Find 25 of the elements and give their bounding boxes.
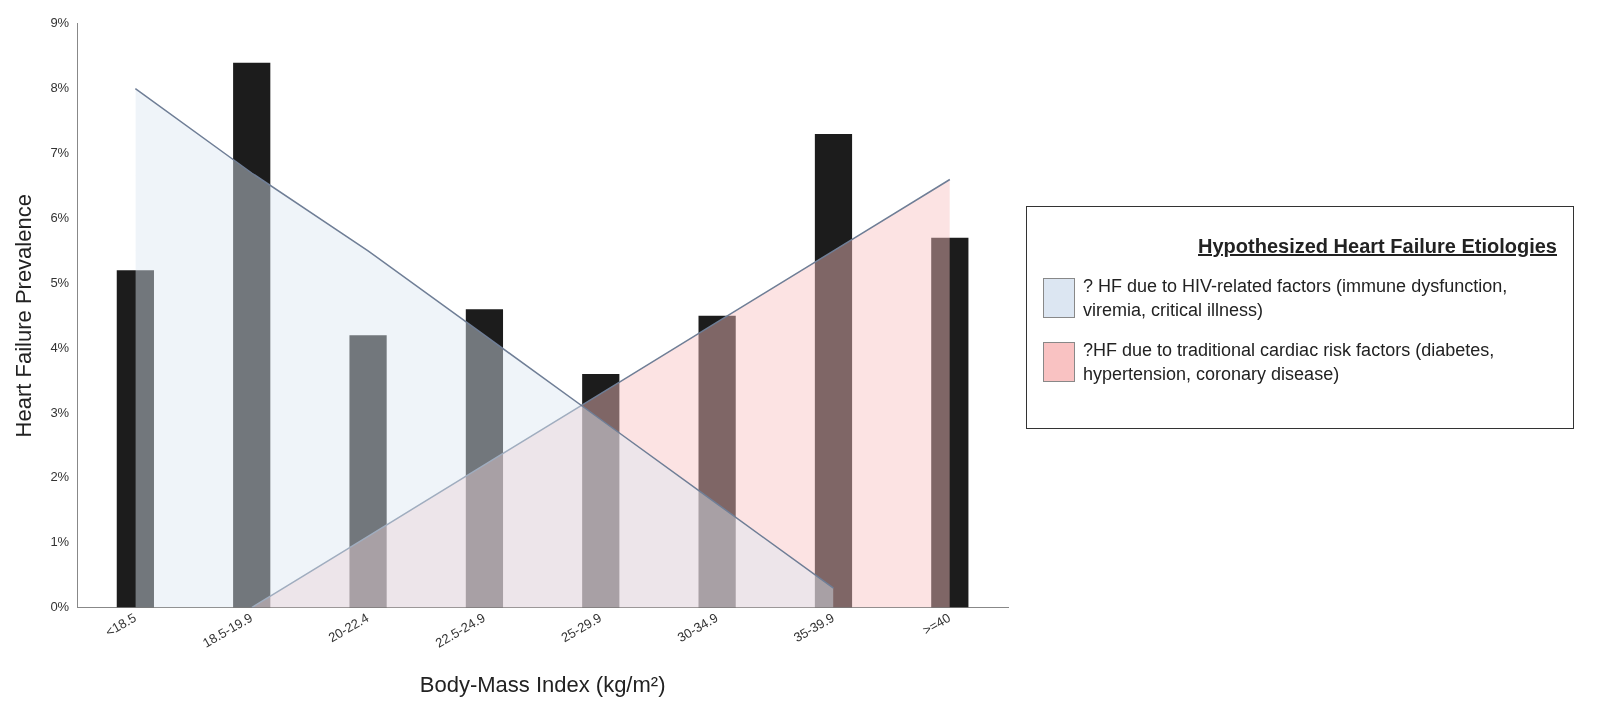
bar [116, 270, 154, 608]
legend-title: Hypothesized Heart Failure Etiologies [1197, 235, 1557, 258]
bar [814, 134, 853, 608]
bar [465, 309, 504, 608]
y-tick-label: 9% [50, 15, 70, 31]
y-axis-title: Heart Failure Prevalence [11, 194, 37, 438]
bar [582, 374, 620, 608]
y-tick-label: 6% [50, 209, 70, 225]
y-tick-label: 4% [50, 339, 70, 355]
y-tick-label: 0% [50, 599, 70, 615]
y-tick-label: 3% [50, 404, 70, 420]
y-tick-label: 2% [50, 469, 70, 485]
legend-label: ? HF due to HIV-related factors (immune dysfunction, viremia, critical illness) [1083, 275, 1509, 322]
x-axis-title: Body-Mass Index (kg/m²) [419, 671, 666, 697]
y-tick-label: 5% [50, 274, 70, 290]
bar [233, 62, 271, 608]
bar [349, 335, 387, 608]
y-tick-label: 8% [50, 80, 70, 96]
bar [698, 315, 736, 608]
legend-label: ?HF due to traditional cardiac risk factors (diabetes, hypertension, coronary disease) [1083, 339, 1496, 386]
y-tick-label: 1% [50, 534, 70, 550]
x-tick-label: <18.5 [102, 610, 139, 640]
y-tick-label: 7% [50, 145, 70, 161]
bar [931, 237, 969, 608]
x-tick-label: >=40 [919, 610, 954, 638]
